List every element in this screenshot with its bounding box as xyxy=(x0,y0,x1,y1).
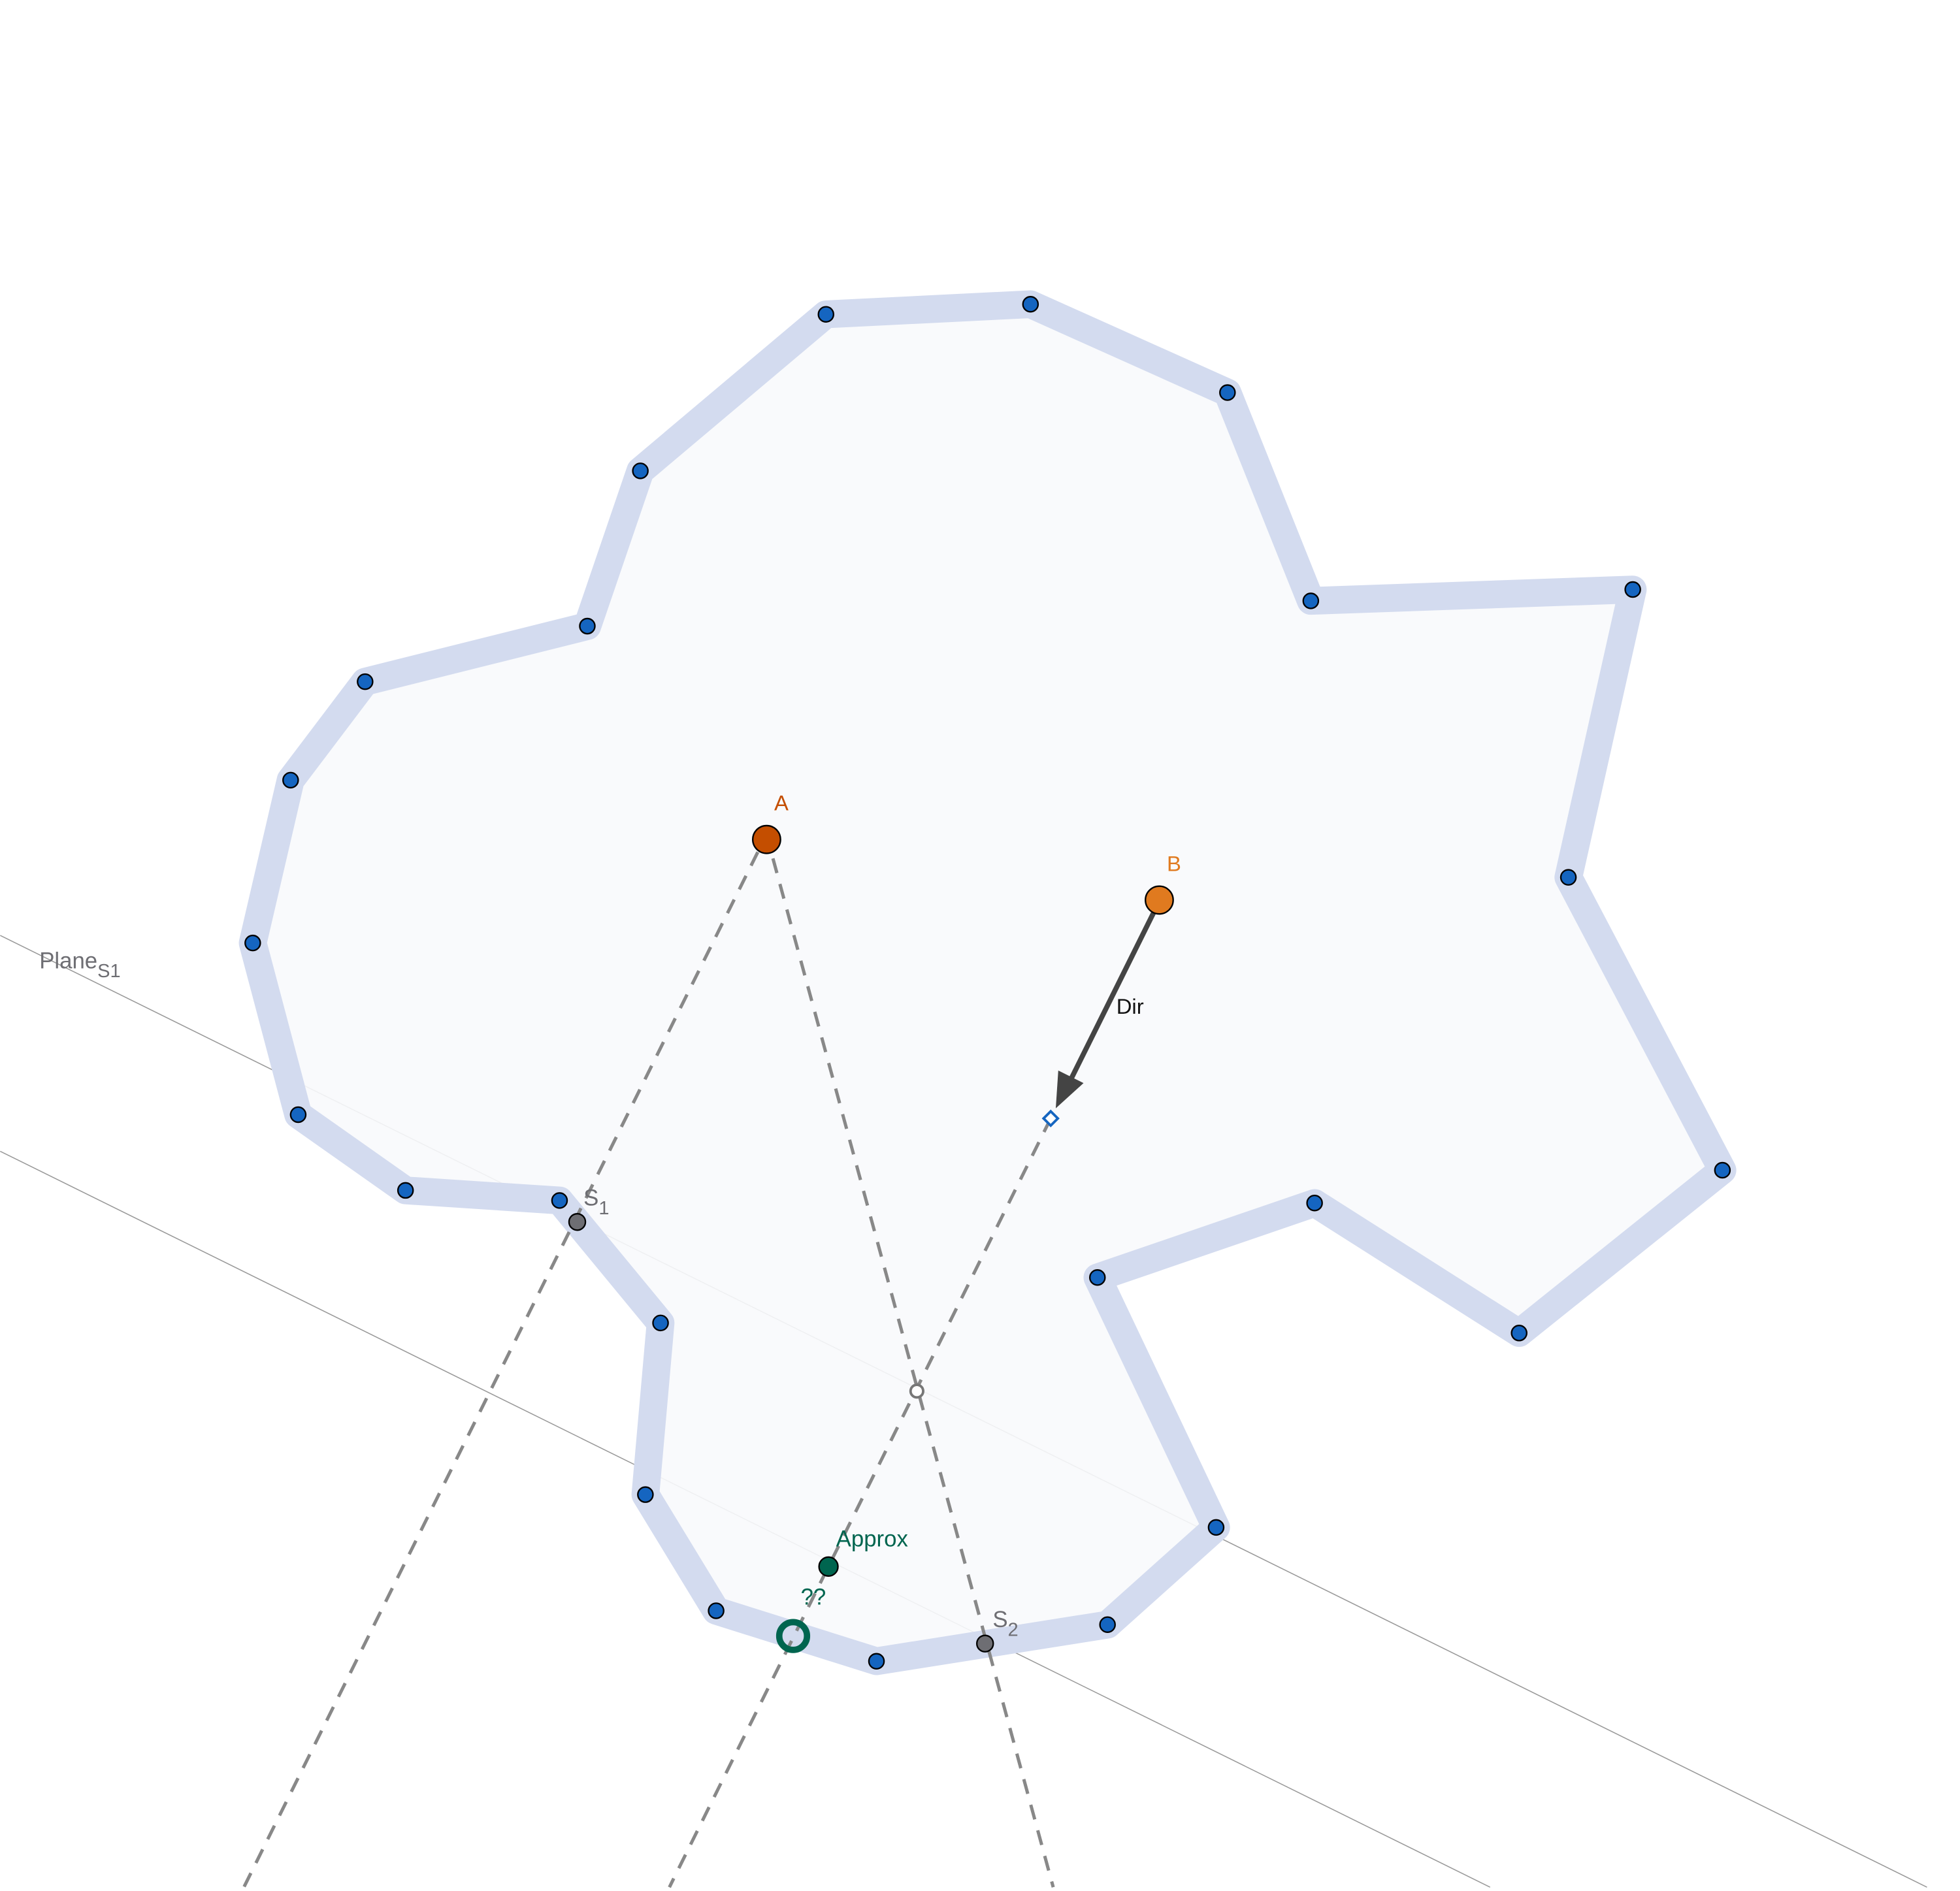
unknown-point-ring[interactable] xyxy=(776,1619,811,1653)
polygon-vertex[interactable] xyxy=(1207,1519,1225,1536)
polygon-vertex[interactable] xyxy=(357,673,374,690)
polygon-vertex[interactable] xyxy=(397,1182,414,1199)
polygon-vertex[interactable] xyxy=(1624,581,1641,598)
polygon-vertex[interactable] xyxy=(632,462,649,479)
polygon-vertex[interactable] xyxy=(1714,1161,1731,1179)
polygon-vertex[interactable] xyxy=(1022,295,1039,313)
polygon-vertex[interactable] xyxy=(1302,592,1320,609)
polygon-vertex[interactable] xyxy=(1088,1269,1106,1286)
polygon-vertex[interactable] xyxy=(1511,1325,1527,1342)
s2-label: S2 xyxy=(992,1608,1018,1641)
polygon-vertices xyxy=(244,295,1731,1670)
plane-label: PlaneS1 xyxy=(39,948,120,982)
dir-label: Dir xyxy=(1117,994,1144,1018)
point-b-label: B xyxy=(1167,851,1181,875)
ray-a-left xyxy=(242,851,760,1888)
point-s1[interactable] xyxy=(568,1213,587,1231)
unknown-label: ?? xyxy=(801,1585,826,1609)
polygon-vertex[interactable] xyxy=(868,1653,885,1670)
ray-a-right xyxy=(771,858,1055,1888)
polygon-vertex[interactable] xyxy=(289,1106,307,1123)
point-a-label: A xyxy=(774,791,789,815)
s1-label: S1 xyxy=(583,1186,609,1220)
polygon-vertex[interactable] xyxy=(244,934,261,952)
intersection-open-point[interactable] xyxy=(909,1383,924,1399)
dir-arrowhead-icon xyxy=(1055,1070,1084,1108)
polygon-vertex[interactable] xyxy=(652,1314,669,1332)
polygon-vertex[interactable] xyxy=(551,1192,568,1209)
polygon-vertex[interactable] xyxy=(637,1486,654,1503)
polygon-vertex[interactable] xyxy=(817,306,834,323)
ray-dir xyxy=(668,1118,1053,1888)
polygon-vertex[interactable] xyxy=(1560,869,1577,886)
point-b[interactable] xyxy=(1145,885,1174,915)
polygon-vertex[interactable] xyxy=(1099,1616,1116,1633)
polygon-vertex[interactable] xyxy=(1219,384,1236,401)
dashed-rays xyxy=(242,851,1055,1888)
approx-label: Approx xyxy=(836,1527,909,1551)
polygon-vertex[interactable] xyxy=(1306,1194,1323,1212)
polygon-vertex[interactable] xyxy=(708,1602,725,1619)
polygon-vertex[interactable] xyxy=(282,771,299,789)
point-a[interactable] xyxy=(751,824,781,854)
polygon-region xyxy=(238,290,1737,1675)
point-s2[interactable] xyxy=(976,1634,994,1653)
dir-vector: Dir xyxy=(1041,910,1157,1127)
point-approx[interactable] xyxy=(818,1556,839,1577)
polygon-vertex[interactable] xyxy=(579,617,596,635)
dir-arrow-shaft xyxy=(1068,910,1157,1081)
dir-endpoint-marker[interactable] xyxy=(1041,1109,1060,1127)
